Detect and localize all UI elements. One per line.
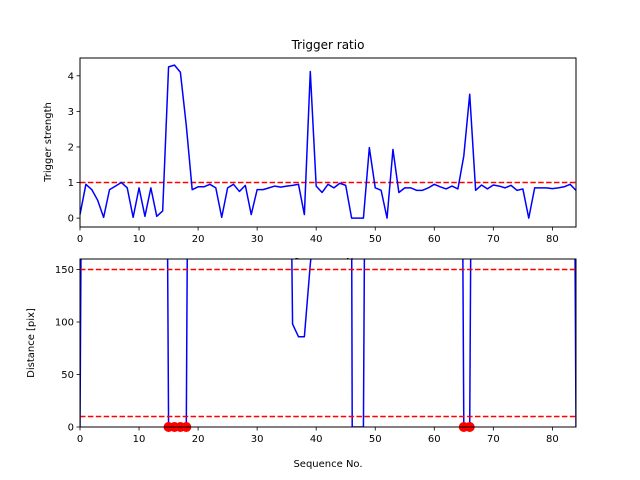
y-tick-label: 100 bbox=[55, 318, 74, 329]
plot-frame bbox=[79, 258, 577, 428]
x-tick-label: 0 bbox=[77, 234, 83, 245]
chart-title: Trigger ratio bbox=[291, 38, 365, 52]
x-tick-label: 40 bbox=[310, 434, 323, 445]
x-tick-label: 50 bbox=[369, 434, 382, 445]
x-tick-label: 20 bbox=[192, 434, 205, 445]
series-line bbox=[79, 64, 577, 219]
x-tick-label: 70 bbox=[487, 434, 500, 445]
x-tick-label: 70 bbox=[487, 234, 500, 245]
y-tick-label: 150 bbox=[55, 265, 74, 276]
y-tick-label: 1 bbox=[68, 178, 74, 189]
series-line bbox=[80, 259, 576, 427]
x-tick-label: 50 bbox=[369, 234, 382, 245]
x-tick-label: 80 bbox=[546, 234, 559, 245]
x-tick-label: 80 bbox=[546, 434, 559, 445]
y-axis-label: Trigger strength bbox=[43, 102, 54, 183]
y-tick-label: 4 bbox=[68, 71, 74, 82]
x-tick-label: 20 bbox=[192, 234, 205, 245]
y-axis-label: Distance [pix] bbox=[26, 308, 37, 378]
x-tick-label: 30 bbox=[251, 434, 264, 445]
x-tick-label: 10 bbox=[133, 434, 146, 445]
y-tick-label: 0 bbox=[68, 214, 74, 225]
x-axis-label: Sequence No. bbox=[293, 459, 362, 470]
x-tick-label: 60 bbox=[428, 434, 441, 445]
plot-frame bbox=[79, 57, 577, 228]
x-tick-label: 0 bbox=[77, 434, 83, 445]
x-tick-label: 30 bbox=[251, 234, 264, 245]
y-tick-label: 3 bbox=[68, 107, 74, 118]
x-tick-label: 40 bbox=[310, 234, 323, 245]
y-tick-label: 0 bbox=[68, 423, 74, 434]
x-tick-label: 60 bbox=[428, 234, 441, 245]
x-tick-label: 10 bbox=[133, 234, 146, 245]
y-tick-label: 2 bbox=[68, 142, 74, 153]
y-tick-label: 50 bbox=[61, 370, 74, 381]
